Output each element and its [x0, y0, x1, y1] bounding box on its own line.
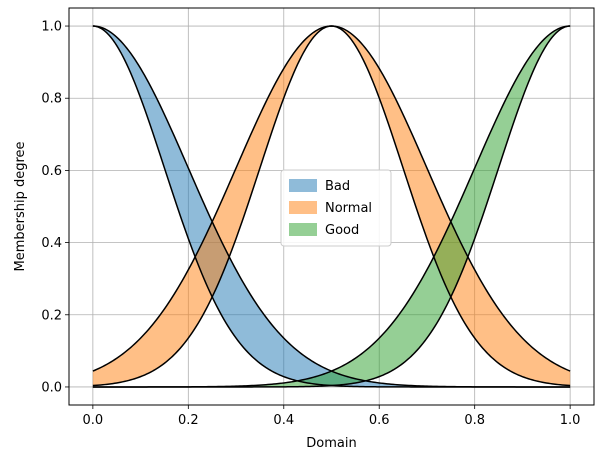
y-axis-label: Membership degree — [13, 141, 28, 271]
y-tick-label: 0.4 — [41, 236, 62, 251]
axis-ticks: 0.0 0.2 0.4 0.6 0.8 1.0 0.0 0.2 0.4 0.6 0.8 1.0 — [41, 20, 580, 428]
series-lines — [92, 25, 571, 388]
legend-label-bad: Bad — [325, 179, 350, 194]
plot-frame — [68, 7, 595, 406]
legend-label-good: Good — [325, 223, 359, 238]
x-tick-label: 1.0 — [560, 413, 581, 428]
x-axis-label: Domain — [306, 436, 356, 451]
legend-label-normal: Normal — [325, 201, 372, 216]
legend: Bad Normal Good — [280, 169, 392, 247]
x-tick-label: 0.4 — [273, 413, 294, 428]
x-tick-label: 0.0 — [83, 413, 104, 428]
y-tick-label: 1.0 — [41, 20, 62, 35]
lower-line-good — [92, 25, 571, 388]
legend-swatch-normal — [289, 201, 317, 214]
legend-swatch-good — [289, 223, 317, 236]
y-tick-label: 0.8 — [41, 92, 62, 107]
y-tick-label: 0.0 — [41, 380, 62, 395]
y-tick-label: 0.6 — [41, 164, 62, 179]
y-tick-label: 0.2 — [41, 308, 62, 323]
x-tick-label: 0.6 — [369, 413, 390, 428]
x-tick-label: 0.8 — [464, 413, 485, 428]
legend-swatch-bad — [289, 179, 317, 192]
x-tick-label: 0.2 — [178, 413, 199, 428]
lower-line-normal — [92, 25, 571, 387]
